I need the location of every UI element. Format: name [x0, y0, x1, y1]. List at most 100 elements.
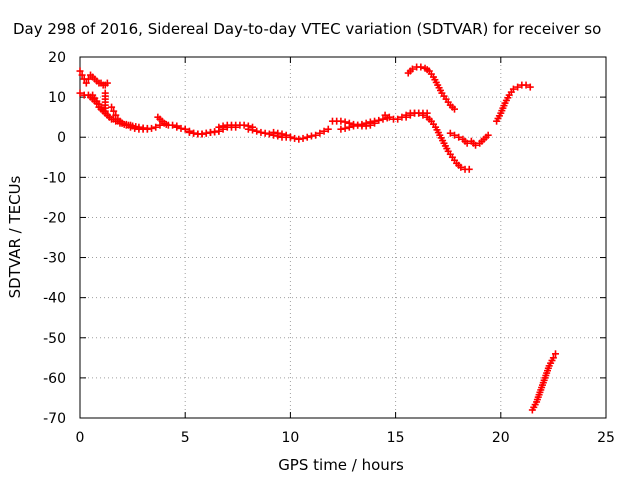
data-point [362, 119, 370, 127]
data-point [244, 125, 252, 133]
data-point [385, 113, 393, 121]
data-point [451, 105, 459, 113]
data-point [509, 85, 517, 93]
data-point [451, 131, 459, 139]
data-point [320, 127, 328, 135]
data-point [105, 113, 113, 121]
plot-border [79, 56, 607, 419]
x-tick-label: 15 [387, 430, 405, 446]
y-tick-label: -20 [43, 210, 66, 226]
data-point [484, 131, 492, 139]
data-point [152, 123, 160, 131]
data-point [549, 354, 557, 362]
data-point [206, 128, 214, 136]
x-axis-label: GPS time / hours [278, 456, 404, 474]
data-point [552, 350, 560, 358]
data-point [78, 71, 86, 79]
y-tick-label: -70 [43, 411, 66, 427]
data-point [257, 128, 265, 136]
data-point [177, 124, 185, 132]
data-point [295, 135, 303, 143]
data-point [307, 132, 315, 140]
data-points [76, 63, 560, 414]
data-point [394, 115, 402, 123]
data-point [286, 133, 294, 141]
chart-title: Day 298 of 2016, Sidereal Day-to-day VTE… [13, 20, 601, 38]
data-point [190, 129, 198, 137]
data-point [274, 129, 282, 137]
data-point [457, 163, 465, 171]
grid-lines [80, 57, 606, 418]
data-point [253, 127, 261, 135]
data-point [341, 118, 349, 126]
data-point [76, 89, 84, 97]
data-point [345, 123, 353, 131]
data-point [261, 129, 269, 137]
data-point [215, 123, 223, 131]
data-point [198, 130, 206, 138]
x-tick-label: 0 [76, 430, 85, 446]
data-point [265, 130, 273, 138]
data-point [110, 107, 118, 115]
axis-ticks: 0 5 10 15 20 25 20 10 0 -10 -20 -30 -40 -50 -60 -70 [43, 50, 615, 446]
data-point [417, 63, 425, 71]
data-point [82, 79, 90, 87]
data-point [316, 129, 324, 137]
data-point [76, 67, 84, 75]
data-point [455, 133, 463, 141]
data-point [375, 116, 383, 124]
data-point [299, 134, 307, 142]
y-tick-label: -30 [43, 251, 66, 267]
data-point [219, 122, 227, 130]
data-point [291, 134, 299, 142]
y-tick-label: -10 [43, 170, 66, 186]
y-tick-label: 10 [48, 90, 66, 106]
data-point [202, 129, 210, 137]
data-point [122, 121, 130, 129]
data-point [371, 117, 379, 125]
data-point [463, 139, 471, 147]
data-point [337, 117, 345, 125]
data-point [354, 121, 362, 129]
y-tick-label: -60 [43, 371, 66, 387]
y-tick-label: 0 [57, 130, 66, 146]
data-point [303, 133, 311, 141]
data-point [312, 131, 320, 139]
x-tick-label: 10 [281, 430, 299, 446]
data-point [406, 111, 414, 119]
data-point [446, 129, 454, 137]
data-point [381, 111, 389, 119]
y-axis-label: SDTVAR / TECUs [6, 175, 24, 298]
data-point [350, 122, 358, 130]
data-point [112, 111, 120, 119]
data-point [108, 103, 116, 111]
data-point [270, 128, 278, 136]
data-point [415, 109, 423, 117]
data-point [366, 118, 374, 126]
data-point [358, 120, 366, 128]
data-point [148, 124, 156, 132]
data-point [526, 83, 534, 91]
x-tick-label: 25 [597, 430, 615, 446]
data-point [522, 81, 530, 89]
data-point [419, 111, 427, 119]
data-point [472, 141, 480, 149]
y-tick-label: -50 [43, 331, 66, 347]
data-point [173, 123, 181, 131]
data-point [408, 65, 416, 73]
data-point [337, 125, 345, 133]
data-point [181, 125, 189, 133]
plot-frame [79, 56, 607, 419]
data-point [240, 121, 248, 129]
data-point [143, 125, 151, 133]
data-point [126, 123, 134, 131]
data-point [514, 83, 522, 91]
data-point [118, 119, 126, 127]
data-point [131, 124, 139, 132]
data-point [341, 124, 349, 132]
data-point [379, 115, 387, 123]
data-point [84, 75, 92, 83]
x-tick-label: 5 [181, 430, 190, 446]
data-point [249, 126, 257, 134]
